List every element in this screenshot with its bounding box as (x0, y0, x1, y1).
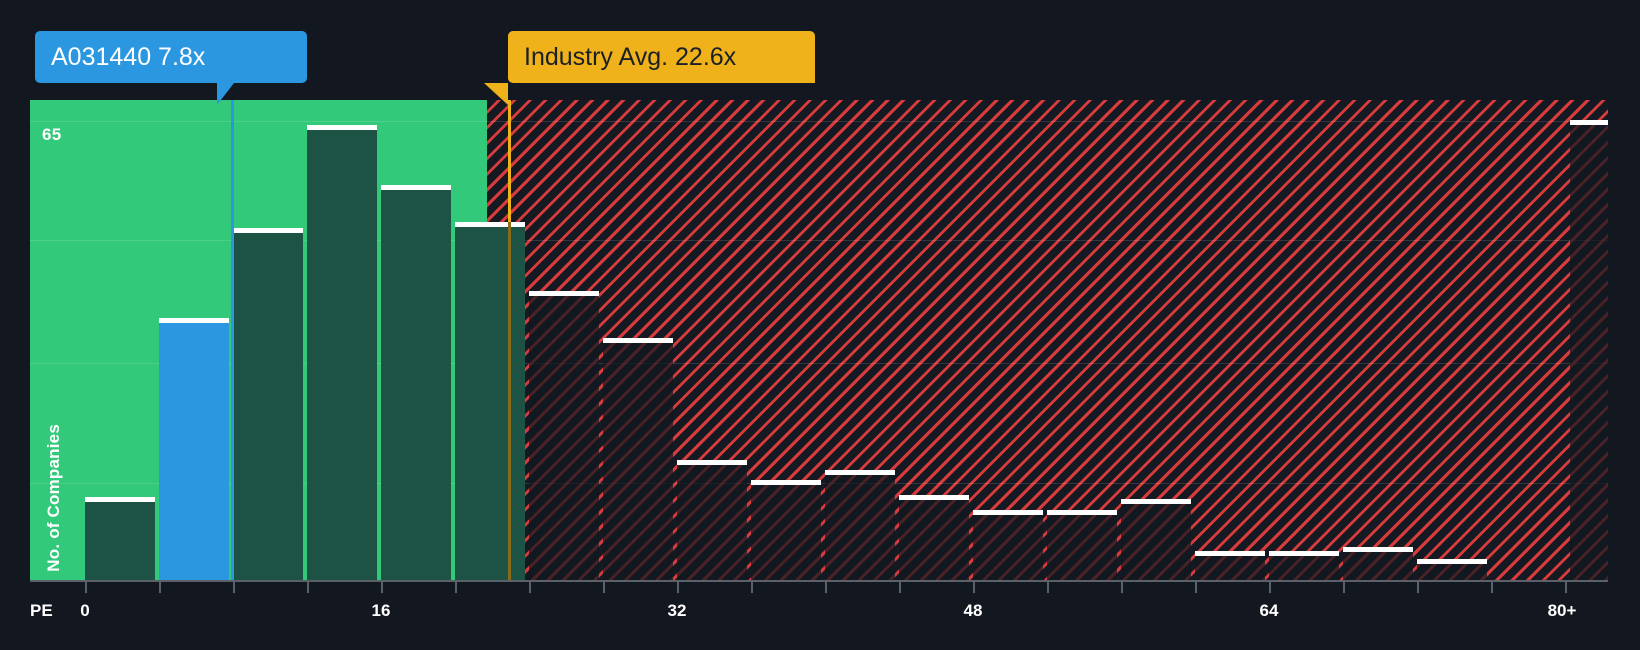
bar-cap (603, 338, 673, 343)
x-tick-6 (529, 582, 531, 593)
bar-cap (1195, 551, 1265, 556)
bar-bin-18[interactable] (1417, 559, 1487, 580)
bar-bin-15[interactable] (1195, 551, 1265, 580)
bar-cap (233, 228, 303, 233)
bar-bin-14[interactable] (1121, 499, 1191, 580)
x-tick-11 (899, 582, 901, 593)
x-tick-13 (1047, 582, 1049, 593)
x-axis-label-48: 48 (963, 601, 983, 620)
marker-line-industry (508, 100, 511, 222)
x-axis-line (30, 580, 1608, 582)
callout-company[interactable]: A031440 7.8x (35, 31, 307, 83)
bar-cap (751, 480, 821, 485)
x-axis-name: PE (30, 601, 53, 620)
x-tick-17 (1343, 582, 1345, 593)
x-tick-15 (1195, 582, 1197, 593)
bar-bin-8[interactable] (677, 460, 747, 580)
x-tick-4 (381, 582, 383, 593)
bar-cap (973, 510, 1043, 515)
x-tick-3 (307, 582, 309, 593)
bar-bin-13[interactable] (1047, 510, 1117, 580)
callout-company-label: A031440 7.8x (51, 42, 206, 71)
x-axis-label-64: 64 (1259, 601, 1279, 620)
callout-industry[interactable]: Industry Avg. 22.6x (508, 31, 815, 83)
bar-bin-5[interactable] (455, 222, 525, 580)
bar-bin-19[interactable] (1570, 120, 1608, 580)
bar-cap (1570, 120, 1608, 125)
x-tick-2 (233, 582, 235, 593)
bar-bin-16[interactable] (1269, 551, 1339, 580)
callout-industry-label: Industry Avg. 22.6x (524, 42, 737, 71)
bar-cap (1269, 551, 1339, 556)
zone-overvalued (487, 100, 1608, 580)
x-tick-18 (1417, 582, 1419, 593)
bar-cap (677, 460, 747, 465)
bar-bin-11[interactable] (899, 495, 969, 580)
y-axis-title: No. of Companies (44, 424, 63, 572)
x-tick-5 (455, 582, 457, 593)
bar-cap (825, 470, 895, 475)
x-tick-1 (159, 582, 161, 593)
x-tick-19 (1491, 582, 1493, 593)
x-tick-10 (825, 582, 827, 593)
x-tick-9 (751, 582, 753, 593)
marker-line-industry-lower (508, 222, 511, 580)
bar-cap (1343, 547, 1413, 552)
bar-cap (1417, 559, 1487, 564)
y-axis-value-label: 65 (42, 125, 62, 144)
x-tick-7 (603, 582, 605, 593)
x-axis-label-0: 0 (80, 601, 90, 620)
x-tick-16 (1269, 582, 1271, 593)
bar-cap (159, 318, 229, 323)
bar-bin-3[interactable] (307, 125, 377, 580)
callout-industry-tail (484, 83, 508, 105)
bar-cap (899, 495, 969, 500)
bar-bin-2[interactable] (233, 228, 303, 580)
bar-bin-7[interactable] (603, 338, 673, 580)
bar-cap (85, 497, 155, 502)
x-axis-label-16: 16 (371, 601, 391, 620)
bar-cap (381, 185, 451, 190)
x-tick-14 (1121, 582, 1123, 593)
plot-area: 65 No. of Companies (30, 100, 1608, 580)
bar-bin-10[interactable] (825, 470, 895, 580)
bar-bin-6[interactable] (529, 291, 599, 580)
x-tick-12 (973, 582, 975, 593)
marker-line-company (231, 100, 234, 580)
bar-bin-1-highlight[interactable] (159, 318, 229, 580)
bar-cap (1121, 499, 1191, 504)
bar-bin-0[interactable] (85, 497, 155, 580)
bar-bin-12[interactable] (973, 510, 1043, 580)
x-axis-label-80: 80+ (1547, 601, 1577, 620)
bar-cap (1047, 510, 1117, 515)
bar-bin-4[interactable] (381, 185, 451, 580)
bar-cap (529, 291, 599, 296)
bar-cap (455, 222, 525, 227)
x-axis-label-32: 32 (667, 601, 687, 620)
x-tick-8 (677, 582, 679, 593)
bar-bin-17[interactable] (1343, 547, 1413, 580)
bar-cap (307, 125, 377, 130)
x-tick-0 (85, 582, 87, 593)
bar-bin-9[interactable] (751, 480, 821, 580)
x-tick-20 (1565, 582, 1567, 593)
callout-company-tail (217, 83, 234, 105)
